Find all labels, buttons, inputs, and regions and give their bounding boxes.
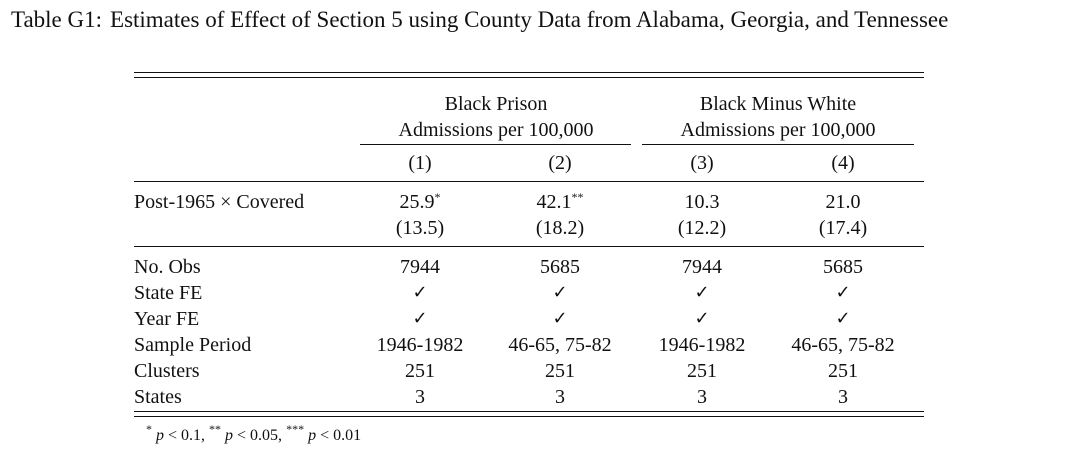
bottom-rule-2 <box>134 416 924 417</box>
row-label-state-fe: State FE <box>134 282 203 304</box>
sample-period-cell: 1946-1982 <box>658 334 746 356</box>
group-underline-1 <box>360 144 631 145</box>
footnote-threshold: < 0.1, <box>164 427 210 444</box>
row-label-states: States <box>134 386 182 408</box>
estimate-cell: 25.9* <box>360 189 480 215</box>
group-header-line1: Black Prison <box>444 93 548 115</box>
obs-cell: 7944 <box>400 256 440 278</box>
checkmark-icon: ✓ <box>694 282 710 303</box>
clusters-cell: 251 <box>545 360 575 382</box>
group-header-line2: Admissions per 100,000 <box>398 119 594 141</box>
row-label-year-fe: Year FE <box>134 308 200 330</box>
row-label-no-obs: No. Obs <box>134 256 201 278</box>
sample-period-cell: 46-65, 75-82 <box>508 334 612 356</box>
row-label-clusters: Clusters <box>134 360 200 382</box>
table-title: Estimates of Effect of Section 5 using C… <box>110 7 949 32</box>
estimate-value: 21.0 <box>825 191 861 213</box>
std-error-cell: (12.2) <box>677 217 727 239</box>
std-error-cell: (17.4) <box>818 217 868 239</box>
states-cell: 3 <box>415 386 425 408</box>
column-number: (3) <box>690 152 714 174</box>
footnote-p: p <box>156 427 164 444</box>
bottom-rule-1 <box>134 411 924 412</box>
clusters-cell: 251 <box>405 360 435 382</box>
estimate-value: 42.1 <box>536 191 572 213</box>
estimate-value: 10.3 <box>684 191 720 213</box>
checkmark-icon: ✓ <box>552 282 568 303</box>
states-cell: 3 <box>838 386 848 408</box>
footnote-threshold: < 0.01 <box>316 427 362 444</box>
checkmark-icon: ✓ <box>412 308 428 329</box>
std-error-cell: (13.5) <box>395 217 445 239</box>
group-header-black-minus-white: Black Minus White Admissions per 100,000 <box>642 91 914 143</box>
table-caption: Table G1: Estimates of Effect of Section … <box>11 5 1061 35</box>
estimate-cell: 21.0 <box>783 189 903 215</box>
checkmark-icon: ✓ <box>694 308 710 329</box>
row-label-sample-period: Sample Period <box>134 334 252 356</box>
row-label: Post-1965 × Covered <box>134 191 305 213</box>
obs-cell: 5685 <box>823 256 863 278</box>
footnote-p: p <box>225 427 234 444</box>
group-underline-2 <box>642 144 914 145</box>
states-cell: 3 <box>555 386 565 408</box>
footnote-threshold: < 0.05, <box>233 427 287 444</box>
footnote-star: *** <box>286 422 305 436</box>
top-rule-2 <box>134 77 924 78</box>
column-number: (1) <box>408 152 432 174</box>
std-error-cell: (18.2) <box>535 217 585 239</box>
sample-period-cell: 46-65, 75-82 <box>791 334 895 356</box>
column-number: (4) <box>831 152 855 174</box>
obs-cell: 7944 <box>682 256 722 278</box>
mid-rule <box>134 246 924 247</box>
significance-stars: ** <box>571 190 584 204</box>
header-rule <box>134 181 924 182</box>
group-header-line2: Admissions per 100,000 <box>680 119 876 141</box>
estimate-cell: 10.3 <box>642 189 762 215</box>
checkmark-icon: ✓ <box>835 282 851 303</box>
clusters-cell: 251 <box>828 360 858 382</box>
obs-cell: 5685 <box>540 256 580 278</box>
top-rule-1 <box>134 72 924 73</box>
table-label: Table G1: <box>11 7 103 32</box>
estimate-value: 25.9 <box>399 191 435 213</box>
group-header-line1: Black Minus White <box>699 93 857 115</box>
column-number: (2) <box>548 152 572 174</box>
footnote-star: ** <box>209 422 222 436</box>
footnote-p: p <box>308 427 317 444</box>
states-cell: 3 <box>697 386 707 408</box>
estimate-cell: 42.1** <box>500 189 620 215</box>
significance-footnote: * p < 0.1, ** p < 0.05, *** p < 0.01 <box>146 422 362 448</box>
significance-stars: * <box>434 190 441 204</box>
footnote-star: * <box>146 422 152 436</box>
checkmark-icon: ✓ <box>412 282 428 303</box>
clusters-cell: 251 <box>687 360 717 382</box>
group-header-black-prison: Black Prison Admissions per 100,000 <box>360 91 632 143</box>
sample-period-cell: 1946-1982 <box>376 334 464 356</box>
checkmark-icon: ✓ <box>835 308 851 329</box>
checkmark-icon: ✓ <box>552 308 568 329</box>
